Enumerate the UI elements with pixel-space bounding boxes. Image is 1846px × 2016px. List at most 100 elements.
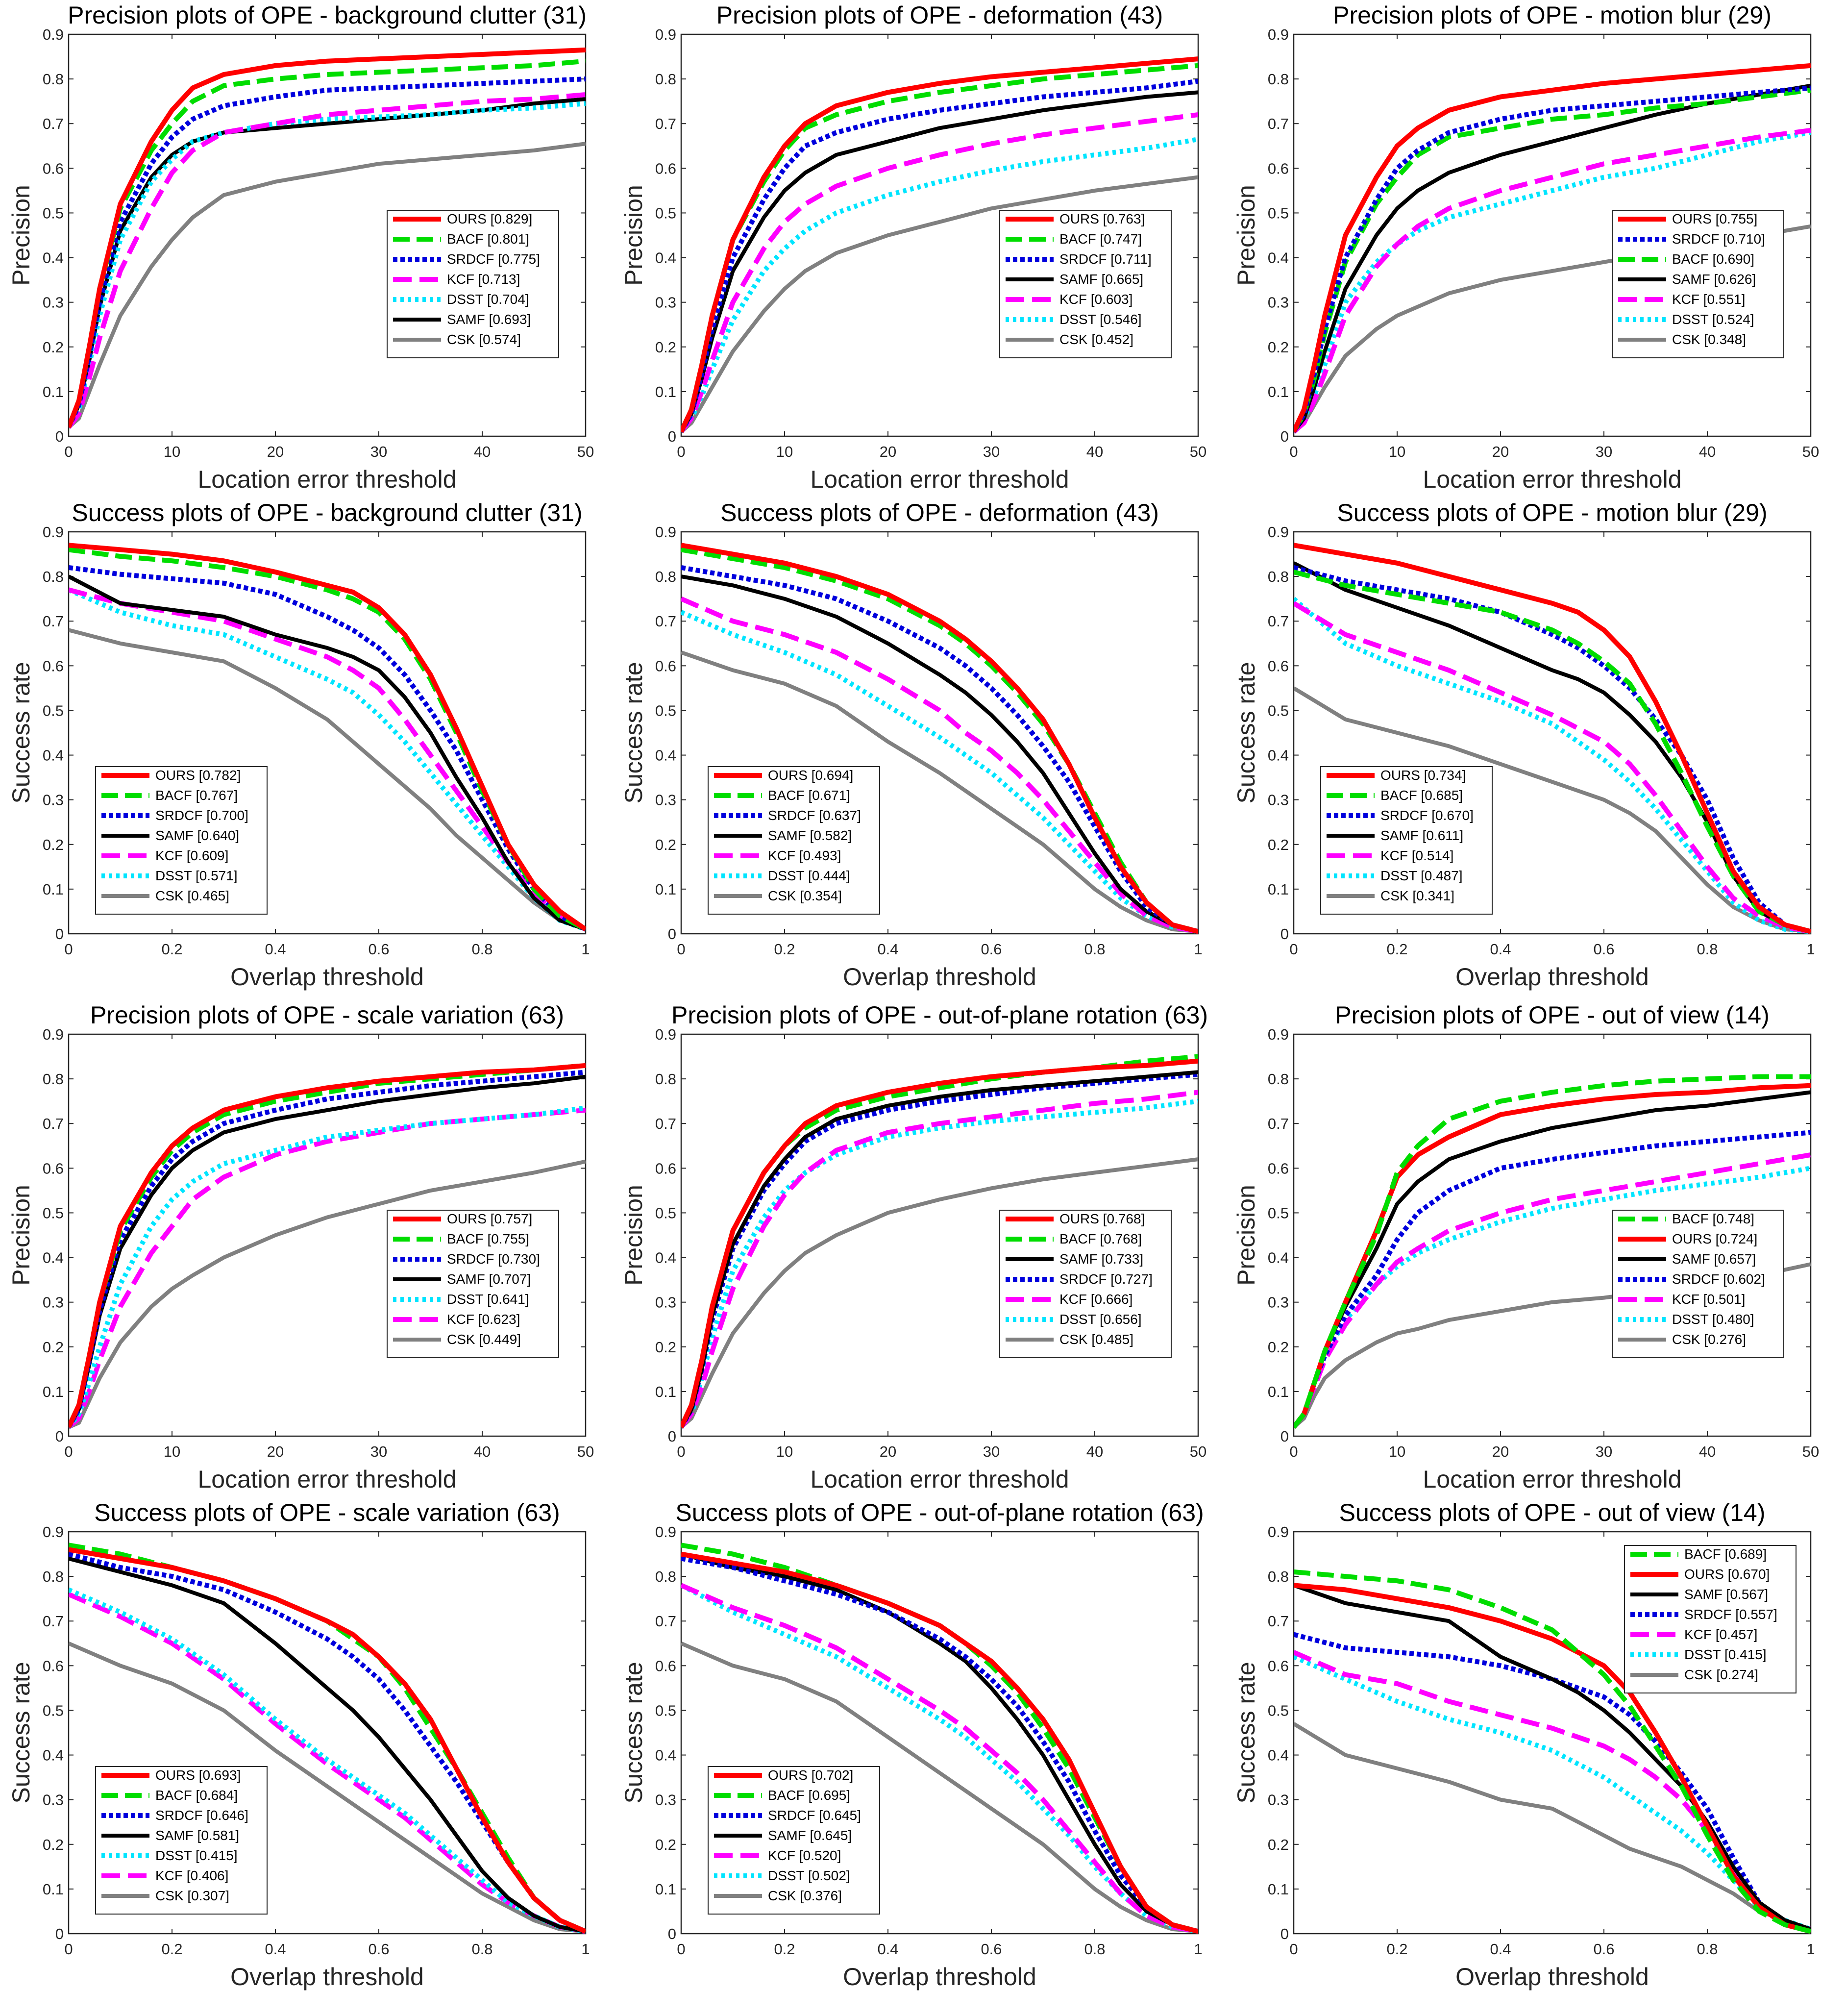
legend: OURS [0.734] BACF [0.685] SRDCF [0.670] SAM… xyxy=(1320,766,1493,915)
y-tick-label: 0.8 xyxy=(43,71,64,88)
y-tick-label: 0.6 xyxy=(43,657,64,674)
y-tick-label: 0.6 xyxy=(1268,1160,1289,1177)
y-axis-label: Success rate xyxy=(1232,662,1260,803)
series-line-samf xyxy=(1294,1583,1811,1931)
x-tick-label: 0 xyxy=(1289,941,1298,958)
legend: OURS [0.763] BACF [0.747] SRDCF [0.711] SAM… xyxy=(999,210,1172,358)
chart-title: Success plots of OPE - background clutte… xyxy=(72,499,582,526)
series-line-dsst xyxy=(1294,130,1811,433)
y-tick-label: 0.1 xyxy=(655,1881,676,1898)
y-tick-label: 0.3 xyxy=(43,1792,64,1809)
series-line-csk xyxy=(681,175,1198,433)
series-line-samf xyxy=(1294,83,1811,433)
legend-box xyxy=(387,1210,559,1358)
x-tick-label: 50 xyxy=(1802,1443,1819,1460)
series-line-bacf xyxy=(1294,1074,1811,1429)
legend-entry: SRDCF [0.637] xyxy=(768,808,861,823)
y-tick-label: 0.5 xyxy=(43,204,64,222)
y-tick-label: 0.9 xyxy=(1268,523,1289,541)
y-tick-label: 0.7 xyxy=(1268,1115,1289,1132)
x-tick-label: 0.8 xyxy=(471,941,492,958)
y-tick-label: 0.4 xyxy=(1268,249,1289,267)
x-tick-label: 0.2 xyxy=(1386,941,1407,958)
y-tick-label: 0.5 xyxy=(1268,204,1289,222)
y-tick-label: 0.7 xyxy=(1268,115,1289,132)
y-tick-label: 0.9 xyxy=(43,26,64,43)
y-tick-label: 0.8 xyxy=(655,1070,676,1088)
y-tick-label: 0.6 xyxy=(43,1657,64,1674)
y-tick-label: 0.8 xyxy=(1268,568,1289,585)
legend-entry: BACF [0.671] xyxy=(768,788,850,803)
y-tick-label: 0.6 xyxy=(1268,657,1289,674)
legend-entry: SAMF [0.581] xyxy=(155,1828,239,1843)
y-tick-label: 0.4 xyxy=(655,1249,676,1267)
y-tick-label: 0.6 xyxy=(1268,160,1289,177)
x-tick-label: 20 xyxy=(880,443,896,460)
series-line-ours xyxy=(1294,63,1811,433)
x-tick-label: 0.2 xyxy=(161,941,182,958)
y-tick-label: 0.9 xyxy=(1268,1523,1289,1541)
y-tick-label: 0.7 xyxy=(1268,1613,1289,1630)
y-tick-label: 0.4 xyxy=(655,1747,676,1764)
legend-box xyxy=(999,210,1172,358)
x-tick-label: 0.6 xyxy=(1593,941,1614,958)
y-tick-label: 0 xyxy=(1280,1428,1289,1445)
x-tick-label: 0.4 xyxy=(1490,1941,1511,1958)
legend-entry: SRDCF [0.670] xyxy=(1380,808,1474,823)
legend-entry: DSST [0.480] xyxy=(1672,1312,1754,1327)
legend-entry: OURS [0.782] xyxy=(155,768,241,783)
y-tick-label: 0.9 xyxy=(1268,1026,1289,1043)
x-axis-label: Overlap threshold xyxy=(843,1963,1036,1991)
y-tick-label: 0.1 xyxy=(43,881,64,898)
legend-entry: SAMF [0.611] xyxy=(1380,828,1463,843)
legend-entry: KCF [0.406] xyxy=(155,1868,228,1883)
y-tick-label: 0.6 xyxy=(655,160,676,177)
legend-entry: OURS [0.829] xyxy=(447,211,532,226)
x-tick-label: 50 xyxy=(1802,443,1819,460)
x-axis-label: Location error threshold xyxy=(1423,466,1681,493)
series-line-ours xyxy=(69,1547,586,1934)
y-tick-label: 0.8 xyxy=(655,1568,676,1585)
x-tick-label: 0 xyxy=(1289,1443,1298,1460)
legend-entry: SRDCF [0.775] xyxy=(447,251,540,267)
legend: OURS [0.693] BACF [0.684] SRDCF [0.646] SAM… xyxy=(95,1766,268,1915)
series-line-kcf xyxy=(681,1583,1198,1934)
x-tick-label: 0.8 xyxy=(1697,941,1718,958)
x-tick-label: 10 xyxy=(776,443,793,460)
y-tick-label: 0.4 xyxy=(43,747,64,764)
series-line-srdcf xyxy=(1294,1130,1811,1429)
y-tick-label: 0.9 xyxy=(655,523,676,541)
y-tick-label: 0.3 xyxy=(1268,1792,1289,1809)
x-tick-label: 40 xyxy=(1086,1443,1103,1460)
y-tick-label: 0.2 xyxy=(43,836,64,853)
series-line-kcf xyxy=(681,112,1198,433)
legend-entry: SRDCF [0.730] xyxy=(447,1251,540,1267)
x-tick-label: 0 xyxy=(677,1443,685,1460)
y-tick-label: 0.8 xyxy=(655,568,676,585)
chart-title: Success plots of OPE - out-of-plane rota… xyxy=(675,1499,1204,1526)
x-tick-label: 30 xyxy=(370,1443,387,1460)
series-line-samf xyxy=(681,90,1198,433)
legend-entry: OURS [0.724] xyxy=(1672,1231,1757,1246)
series-line-srdcf xyxy=(681,565,1198,934)
series-line-ours xyxy=(681,56,1198,433)
y-tick-label: 0.7 xyxy=(655,115,676,132)
y-tick-label: 0.5 xyxy=(43,702,64,719)
legend-entry: KCF [0.501] xyxy=(1672,1292,1745,1307)
x-tick-label: 50 xyxy=(577,1443,594,1460)
x-axis-label: Location error threshold xyxy=(197,466,456,493)
legend-box xyxy=(999,1210,1172,1358)
y-tick-label: 0 xyxy=(668,1925,676,1942)
series-line-srdcf xyxy=(1294,565,1811,934)
series-line-dsst xyxy=(1294,1166,1811,1429)
x-tick-label: 10 xyxy=(164,1443,180,1460)
y-tick-label: 0.9 xyxy=(43,1026,64,1043)
series-line-kcf xyxy=(69,92,586,429)
legend-box xyxy=(1320,766,1493,915)
legend-entry: SAMF [0.626] xyxy=(1672,272,1756,287)
series-line-samf xyxy=(69,574,586,931)
x-axis-label: Location error threshold xyxy=(1423,1466,1681,1493)
